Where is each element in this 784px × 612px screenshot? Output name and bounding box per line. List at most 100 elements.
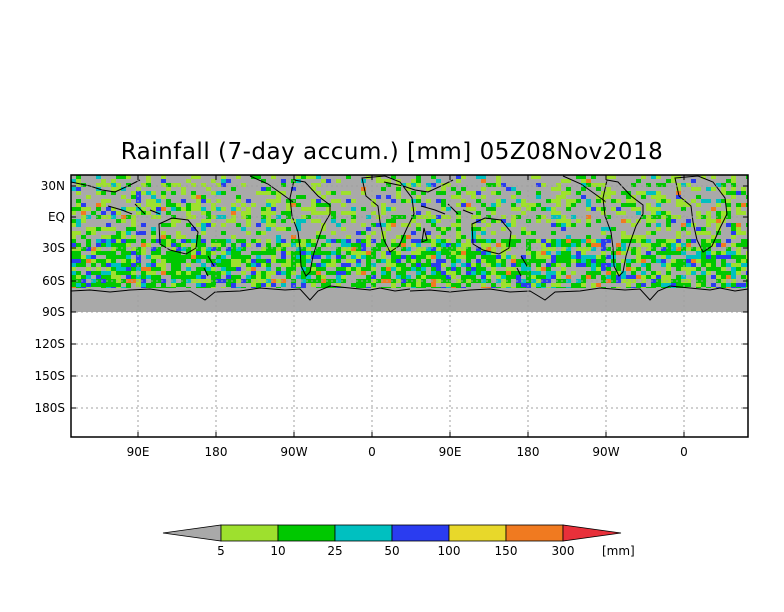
rain-cell (636, 259, 641, 263)
rain-cell (121, 279, 126, 283)
rain-cell (626, 263, 631, 267)
lat-label: EQ (48, 210, 65, 224)
rain-cell (411, 179, 416, 183)
lon-label: 0 (368, 445, 376, 459)
rain-cell (566, 179, 571, 183)
rain-cell (316, 203, 321, 207)
rain-cell (96, 191, 101, 195)
rain-cell (86, 231, 91, 235)
rain-cell (706, 255, 711, 259)
rain-cell (126, 215, 131, 219)
rain-cell (326, 207, 331, 211)
rain-cell (331, 259, 336, 263)
rain-cell (726, 263, 731, 267)
rain-cell (516, 271, 521, 275)
rain-cell (286, 199, 291, 203)
rain-cell (331, 231, 336, 235)
rain-cell (451, 283, 456, 287)
rain-cell (261, 283, 266, 287)
rain-cell (276, 247, 281, 251)
rain-cell (371, 251, 376, 255)
rain-cell (496, 179, 501, 183)
rain-cell (441, 203, 446, 207)
rain-cell (746, 175, 748, 179)
rain-cell (141, 275, 146, 279)
rain-cell (91, 271, 96, 275)
rain-cell (311, 279, 316, 283)
rain-cell (486, 183, 491, 187)
rain-cell (101, 215, 106, 219)
rain-cell (416, 279, 421, 283)
rain-cell (141, 223, 146, 227)
rain-cell (171, 259, 176, 263)
rain-cell (81, 263, 86, 267)
rain-cell (586, 183, 591, 187)
rain-cell (101, 203, 106, 207)
rain-cell (696, 255, 701, 259)
rain-cell (461, 199, 466, 203)
rain-cell (366, 235, 371, 239)
rain-cell (141, 239, 146, 243)
rain-cell (546, 239, 551, 243)
rain-cell (551, 223, 556, 227)
rain-cell (171, 183, 176, 187)
rain-cell (431, 243, 436, 247)
rain-cell (471, 231, 476, 235)
rain-cell (276, 259, 281, 263)
rain-cell (71, 271, 76, 275)
rain-cell (646, 263, 651, 267)
rain-cell (176, 259, 181, 263)
rain-cell (611, 207, 616, 211)
rain-cell (186, 223, 191, 227)
rain-cell (536, 259, 541, 263)
rain-cell (336, 239, 341, 243)
rain-cell (711, 259, 716, 263)
rain-cell (651, 275, 656, 279)
rain-cell (371, 267, 376, 271)
rain-cell (111, 255, 116, 259)
rain-cell (561, 179, 566, 183)
rain-cell (686, 219, 691, 223)
rain-cell (351, 219, 356, 223)
rain-cell (666, 179, 671, 183)
rain-cell (726, 211, 731, 215)
rain-cell (656, 275, 661, 279)
rain-cell (666, 215, 671, 219)
rain-cell (501, 283, 506, 287)
rain-cell (161, 223, 166, 227)
rain-cell (171, 191, 176, 195)
rain-cell (416, 275, 421, 279)
rain-cell (356, 231, 361, 235)
rain-cell (446, 243, 451, 247)
rain-cell (131, 195, 136, 199)
rain-cell (201, 251, 206, 255)
rain-cell (171, 279, 176, 283)
rain-cell (541, 215, 546, 219)
rain-cell (206, 211, 211, 215)
rain-cell (146, 255, 151, 259)
rain-cell (266, 227, 271, 231)
rain-cell (231, 207, 236, 211)
rain-cell (211, 283, 216, 287)
rain-cell (76, 231, 81, 235)
rain-cell (171, 275, 176, 279)
rain-cell (536, 219, 541, 223)
rain-cell (306, 279, 311, 283)
rain-cell (406, 275, 411, 279)
rain-cell (491, 191, 496, 195)
rain-cell (656, 207, 661, 211)
rain-cell (561, 279, 566, 283)
rain-cell (351, 267, 356, 271)
rain-cell (366, 243, 371, 247)
rain-cell (261, 275, 266, 279)
rain-cell (406, 187, 411, 191)
rain-cell (596, 283, 601, 287)
rain-cell (321, 227, 326, 231)
rain-cell (616, 263, 621, 267)
rain-cell (706, 231, 711, 235)
rain-cell (311, 199, 316, 203)
rain-cell (331, 199, 336, 203)
rain-cell (646, 203, 651, 207)
rain-cell (731, 175, 736, 179)
rain-cell (701, 275, 706, 279)
